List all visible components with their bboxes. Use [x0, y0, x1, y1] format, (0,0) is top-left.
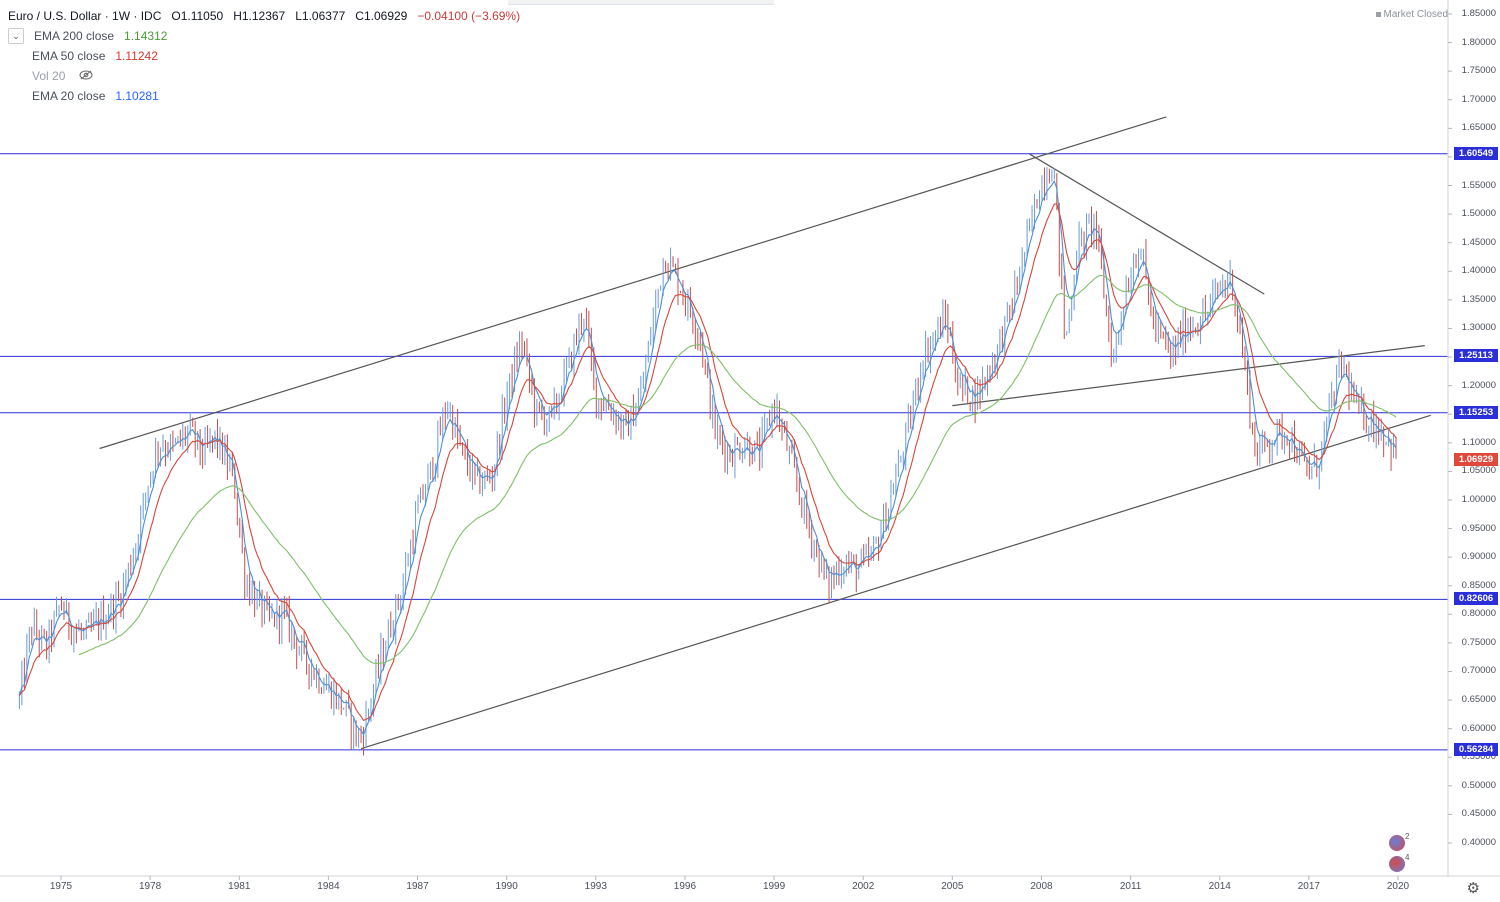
price-level-badge: 0.82606 — [1454, 592, 1498, 606]
price-tick-label: 1.70000 — [1461, 93, 1496, 105]
chart-legend: Euro / U.S. Dollar · 1W · IDC O1.11050 H… — [8, 6, 524, 106]
time-tick-label: 2020 — [1386, 881, 1410, 892]
ohlc-close: C1.06929 — [355, 9, 408, 23]
price-tick-label: 0.40000 — [1461, 837, 1496, 848]
ema200-line — [78, 274, 1397, 665]
ohlc-high: H1.12367 — [233, 9, 286, 23]
indicator-row-vol[interactable]: Vol 20 — [8, 66, 524, 86]
ema50-line — [18, 203, 1397, 722]
time-tick-label: 1996 — [673, 881, 697, 892]
price-tick-label: 0.50000 — [1461, 779, 1496, 791]
time-tick-label: 2005 — [941, 881, 964, 892]
indicator-value: 1.10281 — [115, 89, 159, 103]
price-tick-label: 1.65000 — [1461, 122, 1496, 134]
event-count: 2 — [1405, 832, 1410, 841]
market-status-text: Market Closed — [1383, 9, 1448, 20]
price-level-badge: 1.25113 — [1454, 349, 1498, 363]
price-tick-label: 0.65000 — [1461, 694, 1496, 706]
indicator-value: 1.14312 — [124, 29, 168, 43]
chevron-down-icon[interactable]: ⌄ — [8, 28, 24, 44]
price-level-badge: 1.06929 — [1454, 453, 1498, 467]
ema20-line — [18, 179, 1397, 736]
price-tick-label: 0.60000 — [1461, 722, 1496, 734]
price-level-badge: 1.15253 — [1454, 405, 1498, 419]
time-tick-label: 1975 — [49, 881, 73, 892]
price-tick-label: 0.75000 — [1461, 636, 1496, 648]
price-tick-label: 1.40000 — [1461, 265, 1496, 277]
price-tick-label: 1.80000 — [1461, 36, 1496, 48]
price-tick-label: 1.35000 — [1461, 293, 1496, 305]
indicator-name: EMA 50 close — [32, 49, 106, 63]
time-tick-label: 2008 — [1030, 881, 1053, 892]
price-tick-label: 1.55000 — [1461, 179, 1496, 191]
trendline[interactable] — [360, 414, 1431, 750]
indicator-value: 1.11242 — [115, 49, 158, 63]
symbol-title[interactable]: Euro / U.S. Dollar · 1W · IDC — [8, 9, 162, 23]
time-tick-label: 1981 — [228, 881, 251, 892]
price-tick-label: 1.00000 — [1461, 493, 1496, 505]
price-tick-label: 1.85000 — [1461, 8, 1496, 19]
ohlc-low: L1.06377 — [295, 9, 346, 23]
price-tick-label: 0.80000 — [1461, 608, 1496, 620]
time-tick-label: 1993 — [584, 881, 607, 892]
indicator-name: Vol 20 — [32, 69, 66, 83]
trendline[interactable] — [952, 345, 1425, 407]
gear-icon[interactable]: ⚙ — [1466, 880, 1480, 897]
trendline[interactable] — [99, 116, 1167, 450]
indicator-name: EMA 200 close — [34, 29, 115, 43]
market-status: Market Closed — [1375, 9, 1448, 20]
time-tick-label: 1984 — [317, 881, 340, 892]
price-tick-label: 0.55000 — [1461, 751, 1496, 763]
ohlc-open: O1.11050 — [171, 9, 224, 23]
time-tick-label: 1987 — [406, 881, 429, 892]
price-tick-label: 1.75000 — [1461, 65, 1496, 77]
price-tick-label: 0.70000 — [1461, 665, 1496, 677]
price-level-badge: 0.56284 — [1454, 742, 1498, 756]
top-tab-handle[interactable] — [508, 0, 774, 5]
price-tick-label: 0.95000 — [1461, 522, 1496, 534]
price-tick-label: 1.50000 — [1461, 208, 1496, 220]
time-tick-label: 1999 — [762, 881, 786, 892]
time-tick-label: 2002 — [852, 881, 875, 892]
price-level-badge: 1.60549 — [1454, 146, 1498, 160]
time-tick-label: 1978 — [139, 881, 162, 892]
ohlc-change: −0.04100 (−3.69%) — [417, 9, 521, 23]
indicator-row-ema200[interactable]: ⌄ EMA 200 close 1.14312 — [8, 26, 524, 46]
price-tick-label: 1.05000 — [1461, 465, 1496, 477]
price-tick-label: 1.30000 — [1461, 322, 1496, 334]
event-count: 4 — [1405, 853, 1410, 862]
time-tick-label: 2011 — [1119, 881, 1142, 892]
indicator-row-ema20[interactable]: EMA 20 close 1.10281 — [8, 86, 524, 106]
price-tick-label: 1.45000 — [1461, 236, 1496, 248]
price-tick-label: 1.20000 — [1461, 379, 1496, 391]
event-flag-icon[interactable] — [1389, 856, 1405, 872]
indicator-row-ema50[interactable]: EMA 50 close 1.11242 — [8, 46, 524, 66]
event-flag-icon[interactable] — [1389, 835, 1405, 851]
indicator-name: EMA 20 close — [32, 89, 106, 103]
time-tick-label: 2017 — [1297, 881, 1320, 892]
price-tick-label: 0.85000 — [1461, 579, 1496, 591]
time-tick-label: 1990 — [495, 881, 518, 892]
price-tick-label: 1.10000 — [1461, 436, 1496, 448]
status-dot-icon — [1375, 11, 1381, 17]
trendline[interactable] — [1029, 153, 1265, 295]
price-tick-label: 0.45000 — [1461, 808, 1496, 820]
eye-off-icon[interactable] — [79, 66, 93, 86]
legend-title-row: Euro / U.S. Dollar · 1W · IDC O1.11050 H… — [8, 6, 524, 26]
price-tick-label: 0.90000 — [1461, 551, 1496, 563]
time-tick-label: 2014 — [1208, 881, 1231, 892]
